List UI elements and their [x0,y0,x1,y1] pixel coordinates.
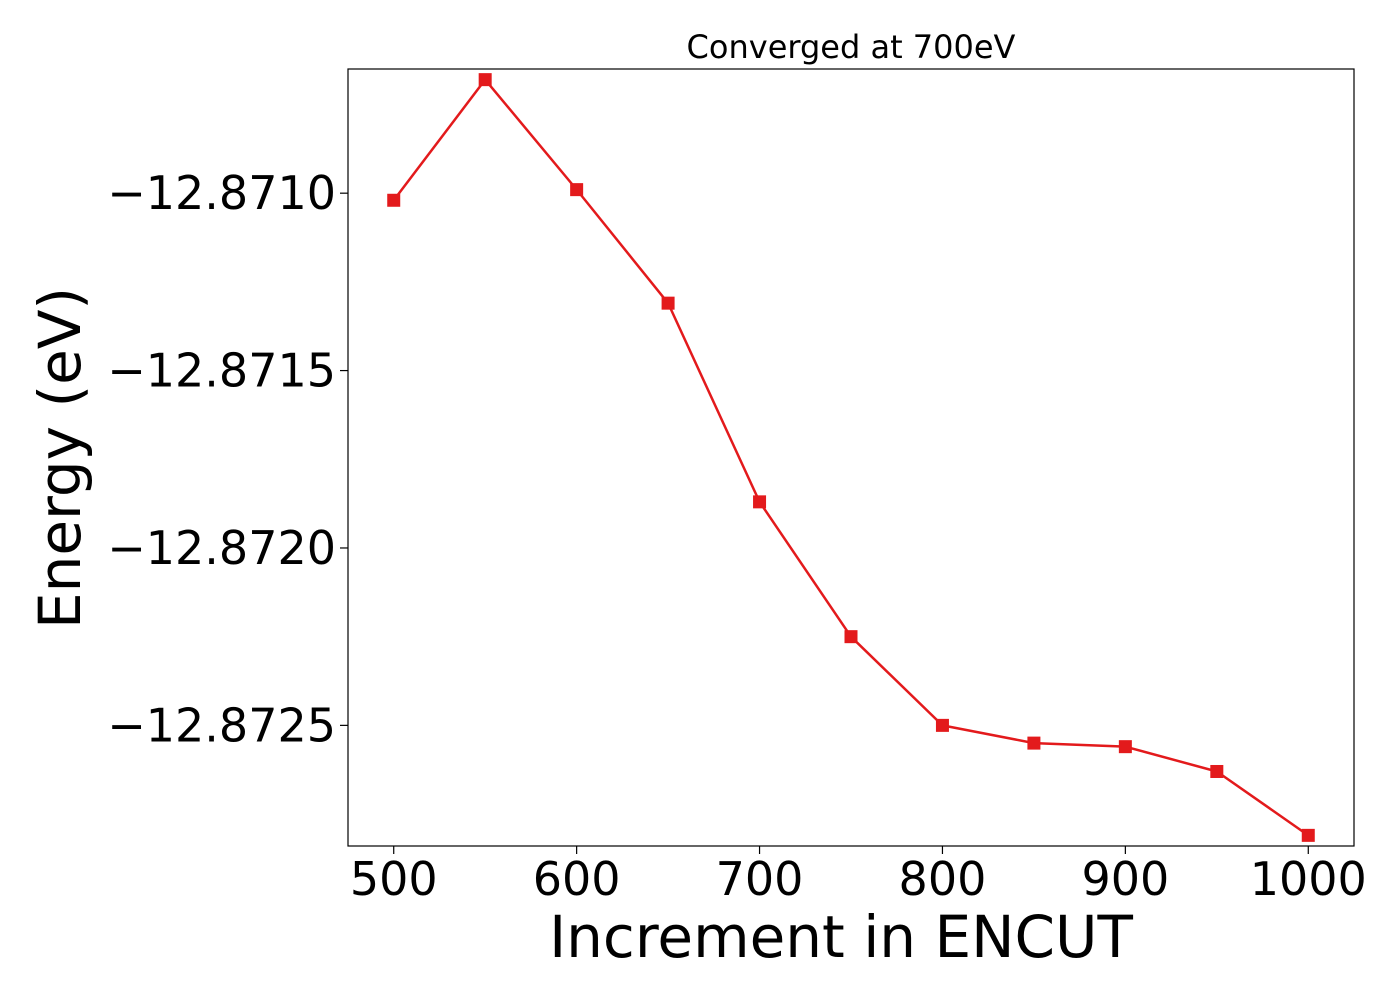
y-tick-label: −12.8720 [107,521,336,575]
data-point-marker [661,296,675,310]
axis-ticks: 500 600 700 800 900 1000 −12.8710 −12.8715 −12.8… [107,166,1367,906]
y-axis-title: Energy (eV) [26,287,94,629]
data-point-marker [570,183,584,197]
x-axis-title: Increment in ENCUT [549,903,1133,971]
data-point-marker [1118,740,1132,754]
y-tick-label: −12.8710 [107,166,336,220]
x-tick-label: 500 [350,852,438,906]
chart-title: Converged at 700eV [687,28,1016,66]
x-tick-label: 900 [1081,852,1169,906]
data-point-marker [753,495,767,509]
data-point-marker [1210,764,1224,778]
data-point-marker [844,630,858,644]
series-line [392,78,1309,837]
x-tick-label: 1000 [1250,852,1367,906]
x-tick-label: 800 [899,852,987,906]
y-tick-label: −12.8715 [107,344,336,398]
axes-frame [347,68,1355,847]
data-point-marker [1301,828,1315,842]
y-tick-label: −12.8725 [107,698,336,752]
x-tick-label: 700 [716,852,804,906]
data-point-marker [478,73,492,87]
data-point-marker [387,193,401,207]
data-point-marker [935,718,949,732]
x-tick-label: 600 [533,852,621,906]
data-point-marker [1027,736,1041,750]
plot-area [347,68,1355,847]
